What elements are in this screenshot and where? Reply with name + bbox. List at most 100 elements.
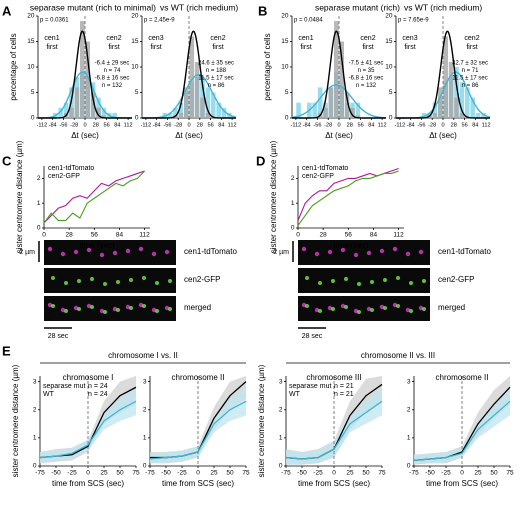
- side-label: first: [212, 44, 223, 51]
- p-value: p = 0.0361: [40, 18, 69, 24]
- fit-curve: [142, 30, 236, 119]
- y-tick-label: 1: [279, 435, 283, 442]
- y-tick-label: 5: [285, 89, 289, 96]
- x-tick-label: -75: [145, 470, 155, 477]
- panel-label: E: [2, 343, 11, 358]
- stat-label: -6.8 ± 16 sec: [95, 76, 130, 82]
- x-tick-label: 56: [91, 232, 99, 239]
- histogram-bar: [167, 112, 173, 118]
- spot: [318, 281, 322, 285]
- p-value: p = 0.0484: [294, 18, 323, 24]
- x-tick-label: 84: [218, 122, 224, 128]
- confidence-band: [414, 390, 510, 465]
- side-label: first: [300, 44, 311, 51]
- histogram-bar: [205, 87, 211, 118]
- x-tick-label: -28: [428, 122, 436, 128]
- y-tick-label: 2: [143, 406, 147, 413]
- fit-curve: [38, 30, 132, 119]
- channel-label: cen1-tdTomato: [184, 247, 237, 256]
- micrograph: [298, 268, 430, 293]
- y-tick-label: 2: [33, 406, 37, 413]
- histogram-bar: [216, 102, 221, 118]
- y-tick-label: 0: [279, 463, 283, 470]
- histogram-bar: [454, 97, 459, 118]
- mean-line: [285, 400, 383, 460]
- spot: [340, 247, 346, 253]
- histogram-bar: [200, 97, 205, 118]
- legend-label: WT: [289, 391, 301, 398]
- x-axis-label: Δt (sec): [175, 131, 203, 140]
- x-tick-label: 28: [320, 232, 328, 239]
- y-tick-label: 15: [281, 38, 289, 45]
- histogram-bar: [101, 107, 107, 118]
- histogram-bar: [296, 102, 301, 118]
- histogram-bar: [189, 36, 194, 118]
- x-tick-label: 112: [228, 122, 237, 128]
- y-tick-label: 15: [131, 38, 139, 45]
- mean-line: [149, 400, 247, 460]
- x-tick-label: -50: [161, 470, 171, 477]
- y-tick-label: 0: [291, 225, 295, 232]
- x-tick-label: -112: [394, 122, 405, 128]
- y-tick-label: 1: [37, 200, 41, 207]
- legend-label: WT: [43, 391, 55, 398]
- histogram-bar: [221, 107, 227, 118]
- x-axis-label: Δt (sec): [325, 131, 353, 140]
- x-tick-label: 0: [337, 122, 340, 128]
- x-axis-label: time (sec): [333, 241, 368, 250]
- spot: [331, 307, 335, 311]
- x-tick-label: 50: [226, 470, 234, 477]
- panel-label: C: [2, 153, 12, 168]
- spot: [90, 277, 94, 281]
- stat-label: 11.5 ± 17 sec: [198, 76, 234, 82]
- histogram-bar: [80, 21, 85, 119]
- x-tick-label: 84: [472, 122, 478, 128]
- confidence-band: [286, 376, 382, 465]
- spot: [305, 276, 309, 280]
- x-tick-label: -56: [59, 122, 67, 128]
- mean-line: [413, 400, 511, 462]
- stat-label: n = 132: [356, 83, 377, 89]
- y-tick-label: 5: [31, 89, 35, 96]
- fit-curve: [396, 30, 490, 119]
- x-tick-label: -112: [290, 122, 301, 128]
- spot: [103, 310, 107, 314]
- histogram-bar: [464, 87, 470, 118]
- stat-label: 11.5 ± 17 sec: [452, 76, 488, 82]
- x-tick-label: -56: [417, 122, 425, 128]
- side-label: first: [466, 44, 477, 51]
- y-tick-label: 10: [385, 64, 393, 71]
- spot: [155, 281, 159, 285]
- histogram-bar: [90, 92, 96, 118]
- y-tick-label: 15: [27, 38, 35, 45]
- stat-label: n = 132: [102, 83, 123, 89]
- series-line: [43, 170, 146, 224]
- x-axis-label: Δt (sec): [71, 131, 99, 140]
- stat-label: -6.4 ± 29 sec: [95, 61, 130, 67]
- spot: [129, 306, 133, 310]
- group-header: chromosome I vs. II: [108, 351, 178, 360]
- spot: [47, 246, 53, 252]
- spot: [383, 278, 387, 282]
- side-label: cen1: [298, 35, 313, 42]
- x-tick-label: 84: [368, 122, 374, 128]
- legend-label: cen2-GFP: [48, 173, 80, 180]
- histogram-bar: [85, 41, 90, 118]
- spot: [64, 309, 68, 313]
- spot: [305, 304, 309, 308]
- plot-title: chromosome I: [63, 373, 114, 382]
- x-tick-label: 112: [124, 122, 133, 128]
- histogram-bar: [459, 112, 465, 118]
- x-tick-label: 112: [393, 232, 404, 239]
- x-tick-label: 75: [506, 470, 514, 477]
- x-tick-label: 25: [474, 470, 482, 477]
- spot: [60, 251, 66, 257]
- x-tick-label: -28: [70, 122, 78, 128]
- spot: [418, 249, 424, 255]
- side-label: first: [404, 44, 415, 51]
- x-tick-label: -50: [297, 470, 307, 477]
- histogram-bar: [205, 112, 211, 118]
- spot: [125, 248, 131, 254]
- spot: [51, 304, 55, 308]
- y-tick-label: 1: [291, 200, 295, 207]
